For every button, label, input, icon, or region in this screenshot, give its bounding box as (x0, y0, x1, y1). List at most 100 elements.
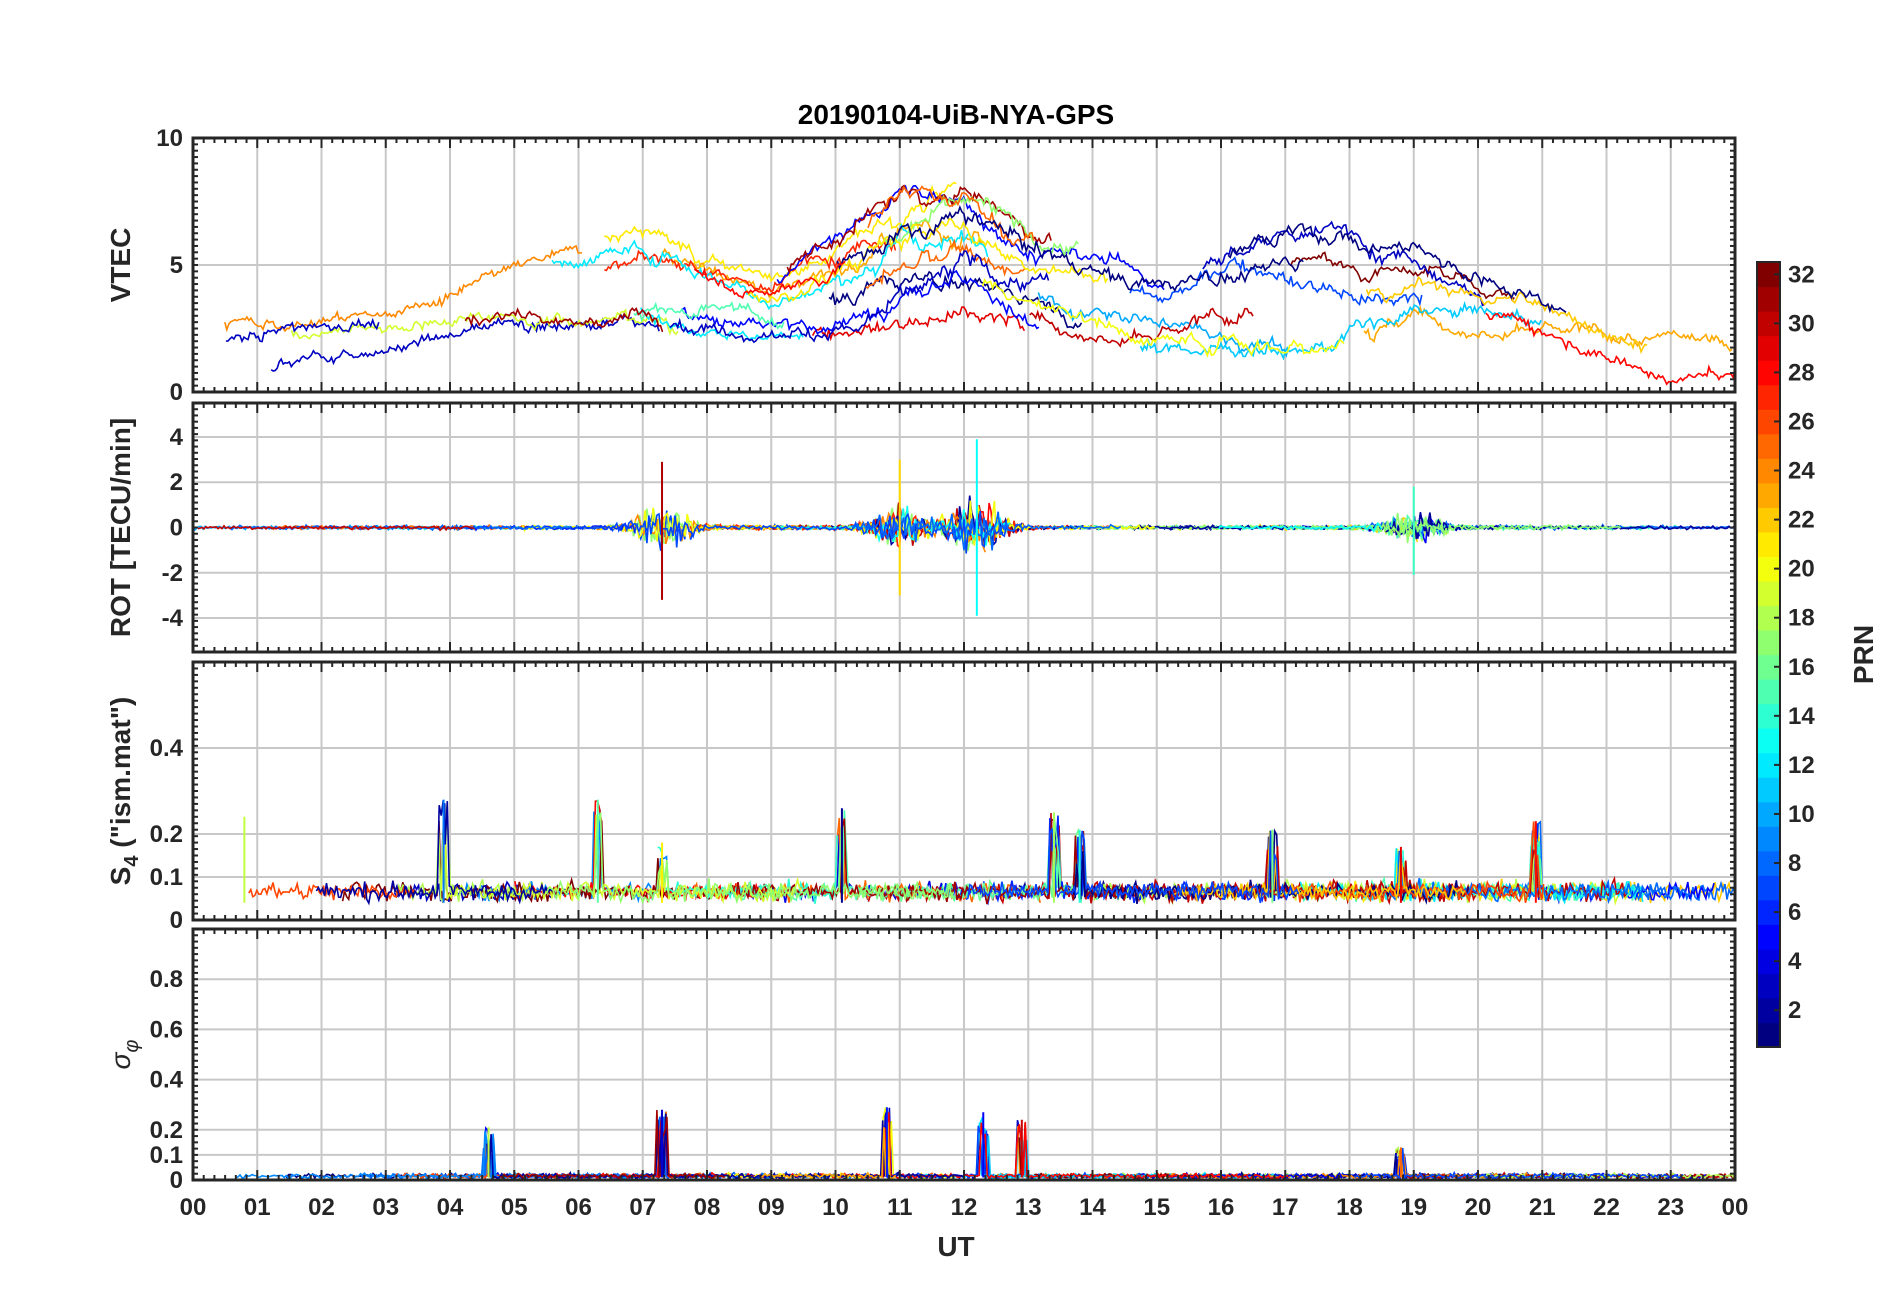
trace-vtec (224, 244, 583, 333)
colorbar-tick-label: 22 (1788, 507, 1815, 534)
trace-vtec (865, 238, 1026, 290)
axes-frame-rot (191, 401, 1737, 654)
colorbar-band (1757, 850, 1780, 876)
trace-vtec (682, 269, 1040, 335)
y-axis-label-sigma_phi: σφ (105, 1040, 143, 1070)
axes-frame-vtec (191, 136, 1737, 394)
x-tick-label: 13 (1015, 1194, 1042, 1221)
x-tick-label: 15 (1143, 1194, 1170, 1221)
x-tick-label: 06 (565, 1194, 592, 1221)
y-tick-label: -4 (162, 605, 184, 632)
colorbar-band (1757, 703, 1780, 729)
trace-rot (574, 510, 1010, 554)
x-tick-labels: 00 01 02 03 04 05 06 07 08 09 10 11 12 13 14 15 16 17 18 19… (180, 1194, 1749, 1221)
trace-vtec (786, 184, 1052, 274)
trace-s4 (1071, 850, 1470, 905)
x-tick-label: 01 (244, 1194, 271, 1221)
x-tick-label: 02 (308, 1194, 335, 1221)
colorbar-band (1757, 580, 1780, 607)
y-tick-label: 2 (170, 469, 183, 496)
y-tick-label: 0.1 (150, 864, 183, 891)
trace-rot (1218, 521, 1383, 533)
colorbar-tick-label: 28 (1788, 359, 1815, 386)
colorbar-tick-label: 12 (1788, 752, 1815, 779)
panel-sigma_phi: 00.10.2 0.4 0.6 0.8 σφ (105, 927, 1737, 1194)
x-tick-label: 09 (758, 1194, 785, 1221)
colorbar-band (1757, 875, 1780, 901)
trace-sigma_phi (499, 1109, 726, 1180)
y-tick-label: 0.1 (150, 1142, 183, 1169)
y-tick-label: 0.4 (150, 1067, 184, 1094)
colorbar-band (1757, 384, 1780, 410)
colorbar-band (1757, 899, 1780, 925)
trace-s4 (315, 800, 553, 906)
colorbar-tick-label: 18 (1788, 605, 1815, 632)
trace-vtec (604, 239, 897, 293)
trace-vtec (1227, 223, 1567, 314)
trace-s4 (965, 828, 1300, 904)
colorbar-band (1757, 482, 1780, 508)
axes-frame-sigma_phi (191, 927, 1737, 1182)
colorbar-band (1757, 997, 1780, 1024)
colorbar-tick-label: 24 (1788, 458, 1815, 485)
colorbar-band (1757, 679, 1780, 705)
trace-vtec (836, 204, 1304, 293)
x-tick-label: 08 (694, 1194, 721, 1221)
colorbar-label: PRN (1848, 625, 1879, 684)
y-tick-label: -2 (162, 560, 183, 587)
colorbar-band (1757, 531, 1780, 557)
colorbar-band (1757, 1022, 1780, 1048)
trace-vtec (1485, 311, 1735, 386)
x-tick-label: 10 (822, 1194, 849, 1221)
trace-vtec (270, 313, 660, 372)
colorbar-band (1757, 409, 1780, 435)
trace-s4 (1172, 830, 1466, 903)
panel-s4: 0 0.1 0.2 0.4 S4 ("ism.mat") (105, 660, 1737, 934)
x-tick-label: 00 (1722, 1194, 1749, 1221)
y-tick-label: 0.2 (150, 1117, 183, 1144)
trace-vtec (604, 181, 957, 283)
y-tick-label: 0.4 (150, 735, 184, 762)
colorbar-tick-label: 2 (1788, 997, 1801, 1024)
x-axis-label: UT (937, 1231, 974, 1262)
x-tick-label: 16 (1208, 1194, 1235, 1221)
y-tick-label: 0.2 (150, 821, 183, 848)
colorbar-tick-label: 16 (1788, 654, 1815, 681)
x-tick-label: 05 (501, 1194, 528, 1221)
trace-vtec (981, 278, 1345, 358)
trace-vtec (639, 307, 804, 342)
chart-title: 20190104-UiB-NYA-GPS (798, 99, 1114, 130)
trace-vtec (1139, 300, 1542, 361)
y-tick-label: 0 (170, 515, 183, 542)
y-tick-label: 0 (170, 907, 183, 934)
colorbar-band (1757, 728, 1780, 754)
y-tick-label: 10 (156, 125, 183, 152)
colorbar-tick-label: 14 (1788, 703, 1815, 730)
y-axis-label-s4: S4 ("ism.mat") (105, 697, 143, 886)
y-tick-label: 0 (170, 1167, 183, 1194)
colorbar-band (1757, 948, 1780, 975)
colorbar-tick-label: 6 (1788, 899, 1801, 926)
colorbar-band (1757, 826, 1780, 852)
x-tick-label: 19 (1400, 1194, 1427, 1221)
x-tick-label: 04 (437, 1194, 464, 1221)
colorbar-band (1757, 654, 1780, 680)
colorbar-band (1757, 605, 1780, 631)
x-tick-label: 18 (1336, 1194, 1363, 1221)
colorbar-band (1757, 458, 1780, 484)
colorbar-band (1757, 262, 1780, 288)
y-tick-label: 4 (170, 424, 184, 451)
colorbar-band (1757, 801, 1780, 827)
trace-vtec (464, 307, 664, 333)
colorbar-band (1757, 752, 1780, 778)
colorbar-band (1757, 311, 1780, 337)
x-tick-label: 22 (1593, 1194, 1620, 1221)
colorbar-tick-label: 10 (1788, 801, 1815, 828)
x-tick-label: 21 (1529, 1194, 1556, 1221)
y-tick-label: 0.8 (150, 966, 183, 993)
y-tick-label: 0 (170, 379, 183, 406)
trace-s4 (248, 880, 415, 901)
trace-rot (197, 524, 475, 532)
